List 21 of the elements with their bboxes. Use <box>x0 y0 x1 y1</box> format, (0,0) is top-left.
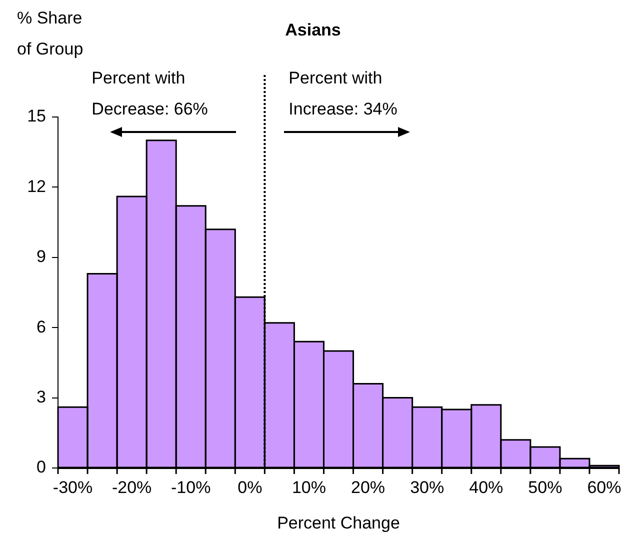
y-axis-title: % Share of Group <box>17 8 84 59</box>
x-tick-label: 40% <box>469 478 504 497</box>
y-tick-label: 6 <box>36 317 46 336</box>
x-tick-label: 60% <box>587 478 622 497</box>
x-tick-label: -30% <box>52 478 93 497</box>
x-tick-label: 0% <box>238 478 262 497</box>
x-tick-label: 30% <box>410 478 444 497</box>
x-tick-label: -10% <box>171 478 211 497</box>
annotation: Percent with Increase: 34% <box>288 68 398 119</box>
y-tick-label: 15 <box>27 106 46 126</box>
x-axis-title: Percent Change <box>277 514 400 533</box>
x-tick-label: 20% <box>351 478 386 497</box>
x-tick-label: 50% <box>528 478 562 497</box>
x-tick-label: -20% <box>112 478 152 497</box>
chart-title: Asians <box>285 20 341 40</box>
y-tick-label: 3 <box>36 387 46 406</box>
annotation: Percent with Decrease: 66% <box>92 68 208 119</box>
y-tick-label: 12 <box>27 176 46 196</box>
y-tick-label: 0 <box>36 458 46 477</box>
x-tick-label: 10% <box>292 478 326 497</box>
y-tick-label: 9 <box>36 247 46 266</box>
